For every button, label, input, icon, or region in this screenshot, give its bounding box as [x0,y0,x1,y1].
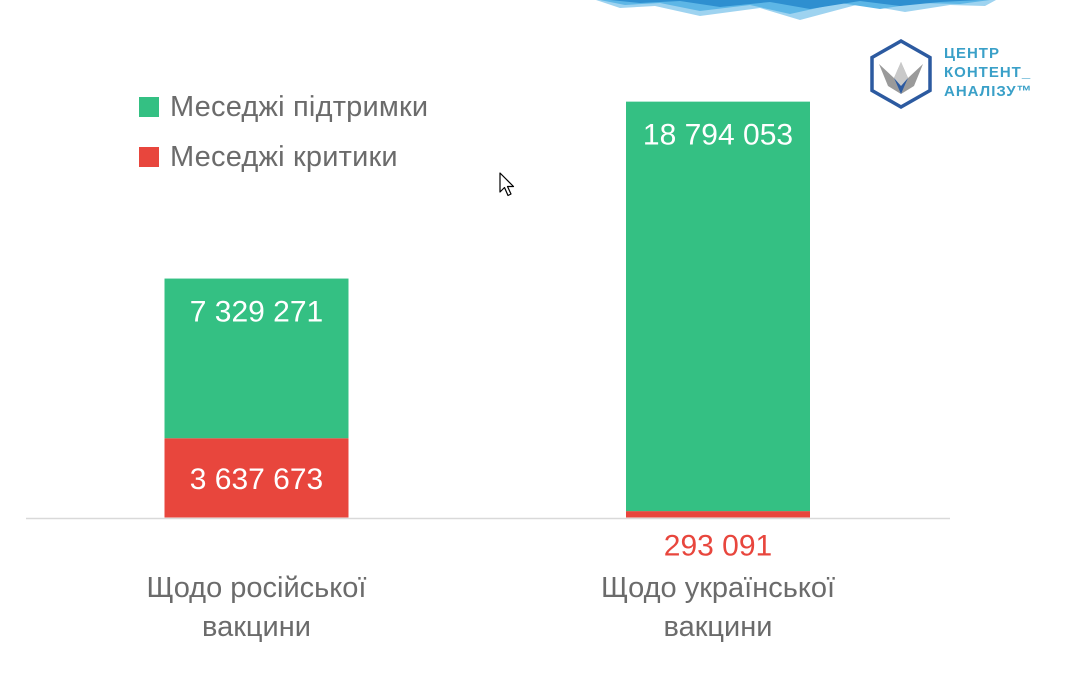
category-label-line: вакцини [664,611,773,643]
mouse-pointer-icon [499,172,515,197]
data-label-support: 18 794 053 [643,119,793,152]
wave-layer-dark [610,0,980,9]
data-label-support: 7 329 271 [190,296,323,329]
wave-banner-icon [596,0,996,20]
logo: ЦЕНТР КОНТЕНТ_ АНАЛІЗУ™ [866,38,1036,112]
logo-line-1: ЦЕНТР [944,45,1000,62]
labels-layer: 7 329 271 3 637 673 Щодо російської вакцини… [147,119,836,643]
logo-hexagon-icon [870,38,932,110]
category-label-line: Щодо російської [147,572,367,604]
category-label-line: вакцини [202,611,311,643]
logo-text: ЦЕНТР КОНТЕНТ_ АНАЛІЗУ™ [944,44,1033,101]
bar-criticism [626,511,810,518]
legend-label-criticism: Меседжі критики [170,140,398,173]
logo-line-2: КОНТЕНТ_ [944,64,1032,81]
legend: Меседжі підтримки Меседжі критики [139,82,428,182]
legend-item-support: Меседжі підтримки [139,82,428,132]
data-label-criticism: 3 637 673 [190,463,323,496]
legend-swatch-support [139,97,159,117]
bars-layer [164,101,810,518]
legend-swatch-criticism [139,147,159,167]
category-label-line: Щодо української [601,572,835,604]
legend-label-support: Меседжі підтримки [170,90,429,123]
bar-support [626,101,810,512]
bar-support [164,278,349,439]
logo-line-3: АНАЛІЗУ™ [944,83,1033,100]
bar-criticism [164,438,349,518]
legend-item-criticism: Меседжі критики [139,132,428,182]
data-label-criticism: 293 091 [664,530,772,563]
